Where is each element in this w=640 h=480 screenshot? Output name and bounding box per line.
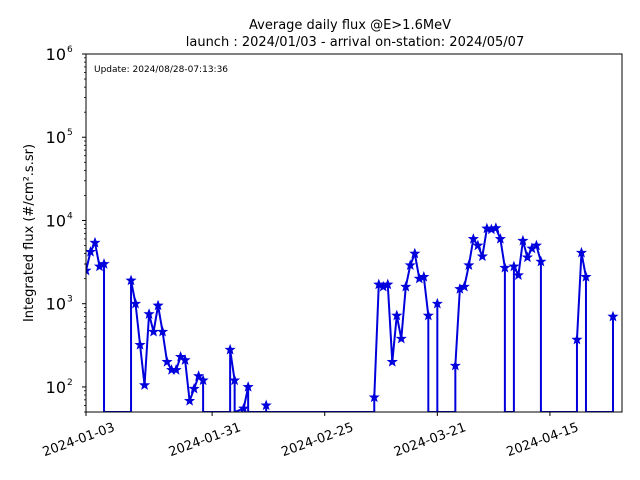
chart-title: Average daily flux @E>1.6MeV: [249, 18, 451, 33]
data-point-star: [161, 356, 173, 367]
data-point-star: [476, 250, 488, 262]
data-point-star: [409, 247, 421, 259]
data-point-star: [125, 274, 137, 286]
data-point-star: [242, 381, 254, 392]
data-point-star: [418, 271, 430, 282]
data-point-star: [575, 246, 588, 258]
data-point-star: [499, 261, 511, 273]
data-point-star: [170, 364, 182, 375]
data-point-star: [368, 391, 380, 403]
data-point-star: [530, 239, 542, 251]
data-point-star: [224, 343, 236, 355]
data-point-star: [184, 395, 196, 406]
y-tick-label: 10: [46, 128, 66, 147]
data-point-star: [179, 354, 191, 365]
data-point-star: [152, 299, 164, 311]
data-point-star: [422, 309, 434, 321]
data-point-star: [395, 332, 407, 344]
data-point-star: [463, 259, 475, 270]
x-tick-label: 2024-03-21: [392, 420, 468, 460]
data-point-star: [517, 234, 529, 246]
data-point-star: [391, 309, 403, 321]
data-point-star: [494, 233, 506, 244]
y-axis-label: Integrated flux (#/cm².s.sr): [22, 144, 37, 322]
y-tick-exponent: 4: [67, 211, 73, 221]
data-point-star: [197, 374, 209, 386]
data-point-star: [188, 382, 200, 394]
data-point-star: [508, 260, 520, 272]
chart-subtitle: launch : 2024/01/03 - arrival on-station…: [186, 35, 524, 50]
update-annotation: Update: 2024/08/28-07:13:36: [94, 65, 228, 75]
data-point-star: [400, 280, 412, 292]
y-tick-label: 10: [46, 378, 66, 397]
data-point-star: [138, 379, 151, 390]
data-point-star: [157, 325, 169, 337]
plot-area: [86, 222, 619, 412]
y-tick-label: 10: [46, 45, 66, 64]
data-point-star: [129, 297, 142, 309]
data-point-star: [89, 236, 101, 248]
data-point-star: [238, 402, 250, 412]
data-point-star: [229, 374, 241, 386]
data-point-star: [472, 239, 484, 251]
y-tick-label: 10: [46, 295, 66, 314]
data-point-star: [431, 297, 443, 309]
data-point-star: [382, 278, 394, 290]
data-point-star: [458, 280, 470, 292]
x-tick-label: 2024-04-15: [505, 420, 581, 460]
y-tick-exponent: 5: [67, 128, 73, 138]
data-point-star: [260, 399, 272, 411]
data-point-star: [134, 339, 146, 350]
data-point-star: [86, 264, 92, 276]
data-point-star: [467, 233, 479, 244]
data-point-star: [404, 259, 416, 270]
series-0: [86, 222, 619, 412]
x-axis: 2024-01-03 2024-01-31 2024-02-25 2024-03-21…: [41, 412, 581, 460]
data-point-star: [193, 370, 205, 381]
y-tick-exponent: 3: [67, 295, 73, 305]
y-tick-label: 10: [46, 211, 66, 230]
data-point-star: [535, 255, 547, 267]
data-point-star: [580, 271, 592, 282]
y-tick-exponent: 2: [67, 378, 73, 388]
data-point-star: [607, 310, 619, 322]
data-point-star: [386, 356, 398, 367]
data-point-star: [143, 308, 155, 319]
x-tick-label: 2024-01-03: [41, 420, 117, 460]
data-point-star: [86, 245, 97, 257]
data-point-star: [512, 269, 524, 280]
x-tick-label: 2024-01-31: [167, 420, 243, 460]
data-point-star: [373, 278, 385, 290]
y-tick-exponent: 6: [67, 45, 73, 55]
data-point-star: [147, 325, 160, 337]
series-line: [86, 227, 614, 412]
data-point-star: [98, 258, 110, 269]
x-tick-label: 2024-02-25: [279, 420, 355, 460]
data-point-star: [521, 251, 533, 263]
data-point-star: [490, 222, 502, 233]
data-point-star: [449, 359, 461, 371]
data-point-star: [571, 333, 583, 345]
